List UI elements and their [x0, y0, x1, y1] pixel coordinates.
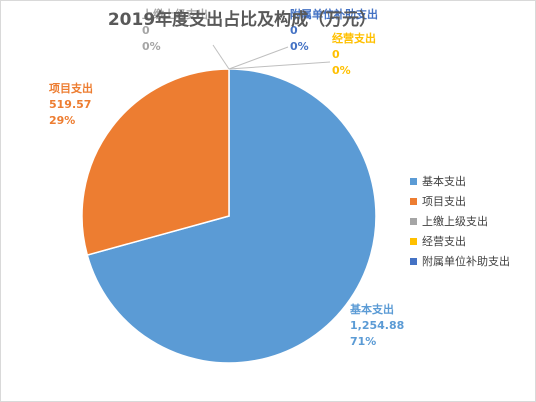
legend-swatch — [410, 197, 417, 205]
data-label-3: 经营支出 0 0% — [332, 31, 376, 77]
legend-item-1: 项目支出 — [410, 191, 510, 211]
data-label-value: 0 — [142, 24, 150, 37]
legend-swatch — [410, 217, 417, 225]
legend-item-2: 上缴上级支出 — [410, 211, 510, 231]
data-label-value: 0 — [290, 24, 298, 37]
data-label-0: 基本支出 1,254.88 71% — [349, 302, 404, 348]
data-label-name: 基本支出 — [349, 302, 394, 316]
data-label-percent: 0% — [142, 40, 161, 53]
data-label-4: 附属单位补助支出 0 0% — [290, 7, 378, 53]
data-label-name: 上缴上级支出 — [142, 7, 208, 21]
data-label-percent: 29% — [49, 114, 75, 127]
data-label-name: 附属单位补助支出 — [290, 7, 378, 21]
leader-line-2 — [212, 44, 230, 70]
legend-label: 上缴上级支出 — [422, 215, 488, 228]
data-label-1: 项目支出 519.57 29% — [49, 81, 93, 127]
chart-title: 2019年度支出占比及构成（万元） — [108, 9, 376, 30]
legend-swatch — [410, 257, 417, 265]
data-label-percent: 0% — [290, 40, 309, 53]
legend: 基本支出项目支出上缴上级支出 经营支出附属单位补助支出 — [410, 171, 510, 271]
data-label-2: 上缴上级支出 0 0% — [142, 7, 208, 53]
legend-label: 项目支出 — [422, 195, 466, 208]
leader-line-3 — [228, 61, 331, 70]
legend-swatch — [410, 237, 417, 245]
data-label-percent: 71% — [350, 335, 376, 348]
legend-item-4: 附属单位补助支出 — [410, 251, 510, 271]
data-label-value: 519.57 — [49, 98, 91, 111]
data-label-percent: 0% — [332, 64, 351, 77]
data-label-value: 1,254.88 — [350, 319, 404, 332]
pie-slice-0 — [86, 68, 377, 364]
data-label-name: 经营支出 — [332, 31, 376, 45]
legend-label: 附属单位补助支出 — [422, 255, 510, 268]
legend-item-3: 经营支出 — [410, 231, 510, 251]
data-label-value: 0 — [332, 48, 340, 61]
legend-label: 基本支出 — [422, 175, 466, 188]
pie-slice-1 — [81, 68, 230, 256]
data-label-name: 项目支出 — [49, 81, 93, 95]
legend-item-0: 基本支出 — [410, 171, 510, 191]
leader-line-4 — [228, 46, 289, 70]
legend-label: 经营支出 — [422, 235, 466, 248]
legend-swatch — [410, 177, 417, 185]
